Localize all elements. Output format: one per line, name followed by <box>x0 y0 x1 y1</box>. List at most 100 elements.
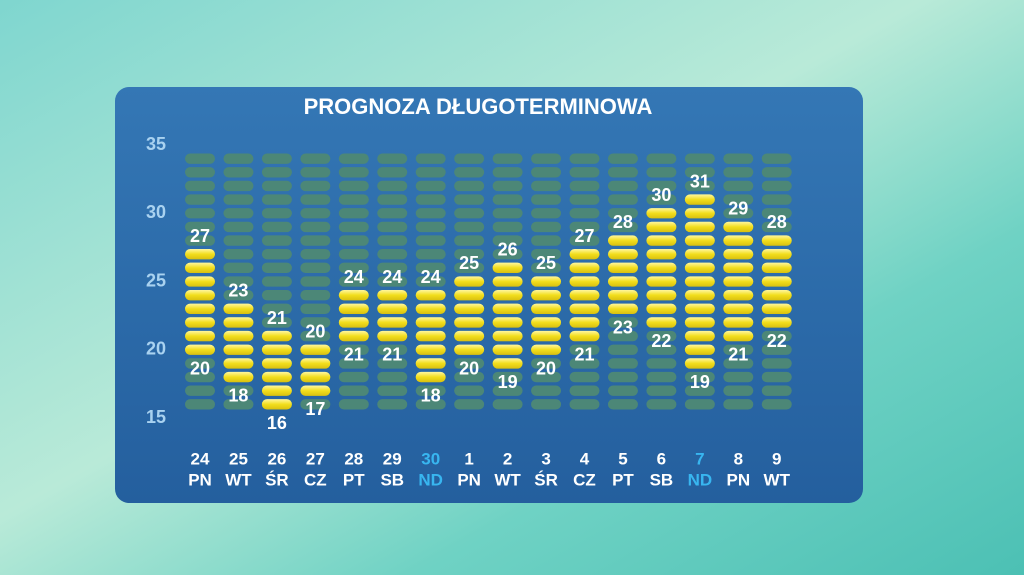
bar-segment <box>761 317 792 328</box>
background-segment <box>723 167 754 178</box>
bar-segment <box>684 262 715 274</box>
background-segment <box>723 208 754 219</box>
background-segment <box>492 221 523 233</box>
max-label: 30 <box>651 185 671 205</box>
background-segment <box>761 221 792 233</box>
max-label: 27 <box>574 226 594 246</box>
background-segment <box>492 235 523 246</box>
background-segment <box>300 153 331 164</box>
background-segment <box>338 385 369 396</box>
bar-segment <box>684 208 715 219</box>
background-segment <box>607 317 638 328</box>
date-label: 6 <box>657 449 666 468</box>
bar-segment <box>569 303 600 314</box>
date-label: 9 <box>772 449 781 468</box>
background-segment <box>261 194 292 205</box>
background-segment <box>300 221 331 233</box>
range-bar <box>415 289 446 383</box>
background-segment <box>185 399 215 410</box>
background-segment <box>684 371 715 383</box>
background-segment <box>415 153 446 164</box>
background-segment <box>377 194 408 205</box>
background-segment <box>377 276 408 287</box>
max-label: 25 <box>536 253 556 273</box>
background-segment <box>454 249 485 260</box>
background-segment <box>300 194 331 205</box>
range-bar <box>223 303 254 383</box>
min-label: 21 <box>728 345 748 365</box>
bar-segment <box>531 344 562 355</box>
bar-segment <box>723 330 754 342</box>
background-segment <box>223 153 254 164</box>
background-segment <box>185 167 215 178</box>
weekday-label: WT <box>494 470 521 489</box>
background-segment <box>569 180 600 192</box>
bar-segment <box>185 303 215 314</box>
background-segment <box>300 262 331 274</box>
bar-segment <box>185 289 215 301</box>
background-segment <box>415 167 446 178</box>
background-segment <box>377 371 408 383</box>
bar-segment <box>300 358 331 369</box>
bar-segment <box>607 289 638 301</box>
min-label: 20 <box>190 358 210 378</box>
background-segment <box>607 330 638 342</box>
background-segment <box>377 249 408 260</box>
bar-segment <box>723 249 754 260</box>
bar-segment <box>531 303 562 314</box>
background-segment <box>454 153 485 164</box>
background-segment <box>261 249 292 260</box>
background-segment <box>377 208 408 219</box>
background-segment <box>492 180 523 192</box>
background-segment <box>338 344 369 355</box>
min-label: 21 <box>344 345 364 365</box>
background-segment <box>492 371 523 383</box>
background-segment <box>261 208 292 219</box>
background-segment <box>415 194 446 205</box>
background-segment <box>761 153 792 164</box>
background-segment <box>607 344 638 355</box>
bar-segment <box>607 235 638 246</box>
background-segment <box>338 399 369 410</box>
background-segment <box>185 358 215 369</box>
background-segment <box>531 194 562 205</box>
background-segment <box>300 180 331 192</box>
background-segment <box>531 180 562 192</box>
background-segment <box>300 276 331 287</box>
background-segment <box>492 399 523 410</box>
background-segment <box>761 385 792 396</box>
background-segment <box>300 289 331 301</box>
background-segment <box>492 194 523 205</box>
bar-segment <box>684 276 715 287</box>
bar-segment <box>492 358 523 369</box>
background-segment <box>338 221 369 233</box>
bar-segment <box>569 289 600 301</box>
background-segment <box>646 180 677 192</box>
background-segment <box>261 153 292 164</box>
weekday-label: ŚR <box>265 470 289 489</box>
date-label: 27 <box>306 449 325 468</box>
background-segment <box>185 235 215 246</box>
background-segment <box>338 249 369 260</box>
background-segment <box>185 194 215 205</box>
range-bar <box>723 221 754 342</box>
background-segment <box>761 344 792 355</box>
bar-segment <box>415 371 446 383</box>
background-segment <box>261 317 292 328</box>
range-bar <box>607 235 638 314</box>
background-segment <box>415 221 446 233</box>
background-segment <box>185 385 215 396</box>
background-segment <box>454 358 485 369</box>
background-segment <box>377 180 408 192</box>
range-bar <box>261 330 292 410</box>
panel <box>115 87 863 503</box>
background-segment <box>646 385 677 396</box>
bar-segment <box>223 317 254 328</box>
chart-title: PROGNOZA DŁUGOTERMINOWA <box>304 94 653 119</box>
bar-segment <box>261 399 292 410</box>
bar-segment <box>569 276 600 287</box>
bar-segment <box>646 276 677 287</box>
bar-segment <box>684 289 715 301</box>
date-label: 1 <box>464 449 473 468</box>
bar-segment <box>454 317 485 328</box>
